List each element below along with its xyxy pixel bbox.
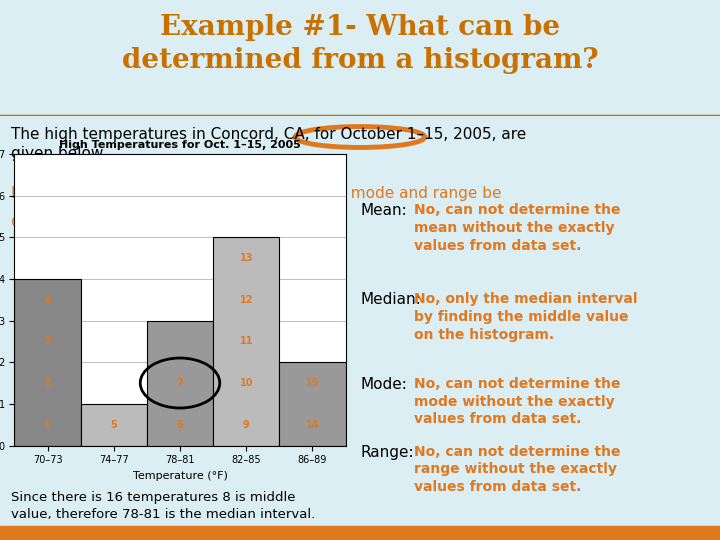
Text: 6: 6 bbox=[176, 420, 184, 430]
FancyBboxPatch shape bbox=[0, 526, 720, 540]
Title: High Temperatures for Oct. 1–15, 2005: High Temperatures for Oct. 1–15, 2005 bbox=[59, 140, 301, 150]
X-axis label: Temperature (°F): Temperature (°F) bbox=[132, 471, 228, 481]
Text: Range:: Range: bbox=[360, 444, 413, 460]
Text: Median:: Median: bbox=[360, 292, 420, 307]
Text: 14: 14 bbox=[306, 420, 319, 430]
Text: No, can not determine the
mean without the exactly
values from data set.: No, can not determine the mean without t… bbox=[414, 203, 621, 253]
Text: 12: 12 bbox=[240, 295, 253, 305]
Text: 7: 7 bbox=[176, 378, 184, 388]
Text: 2: 2 bbox=[44, 378, 51, 388]
Text: Example #1- What can be
determined from a histogram?: Example #1- What can be determined from … bbox=[122, 15, 598, 74]
Bar bbox=[147, 321, 213, 446]
Bar bbox=[279, 362, 346, 446]
Text: No, can not determine the
mode without the exactly
values from data set.: No, can not determine the mode without t… bbox=[414, 377, 621, 427]
Text: Mean:: Mean: bbox=[360, 203, 407, 218]
Text: 1: 1 bbox=[44, 420, 51, 430]
Text: 11: 11 bbox=[240, 336, 253, 346]
Text: 3: 3 bbox=[44, 336, 51, 346]
Text: 4: 4 bbox=[44, 295, 51, 305]
Text: Mode:: Mode: bbox=[360, 377, 407, 392]
Text: 15: 15 bbox=[306, 378, 319, 388]
Bar bbox=[14, 279, 81, 445]
Text: No, can not determine the
range without the exactly
values from data set.: No, can not determine the range without … bbox=[414, 444, 621, 494]
Bar bbox=[81, 404, 147, 446]
Text: The high temperatures in Concord, CA, for October 1–15, 2005, are
given below.: The high temperatures in Concord, CA, fo… bbox=[11, 127, 526, 161]
Text: 10: 10 bbox=[240, 378, 253, 388]
Bar bbox=[213, 237, 279, 446]
Text: 5: 5 bbox=[110, 420, 117, 430]
Text: From the Histogram can the mean, median, mode and range be: From the Histogram can the mean, median,… bbox=[11, 186, 501, 201]
Text: Since there is 16 temperatures 8 is middle
value, therefore 78-81 is the median : Since there is 16 temperatures 8 is midd… bbox=[11, 491, 315, 521]
Text: determined without the data set?: determined without the data set? bbox=[11, 214, 268, 228]
Text: No, only the median interval
by finding the middle value
on the histogram.: No, only the median interval by finding … bbox=[414, 292, 637, 342]
Text: 9: 9 bbox=[243, 420, 250, 430]
Text: 13: 13 bbox=[240, 253, 253, 263]
